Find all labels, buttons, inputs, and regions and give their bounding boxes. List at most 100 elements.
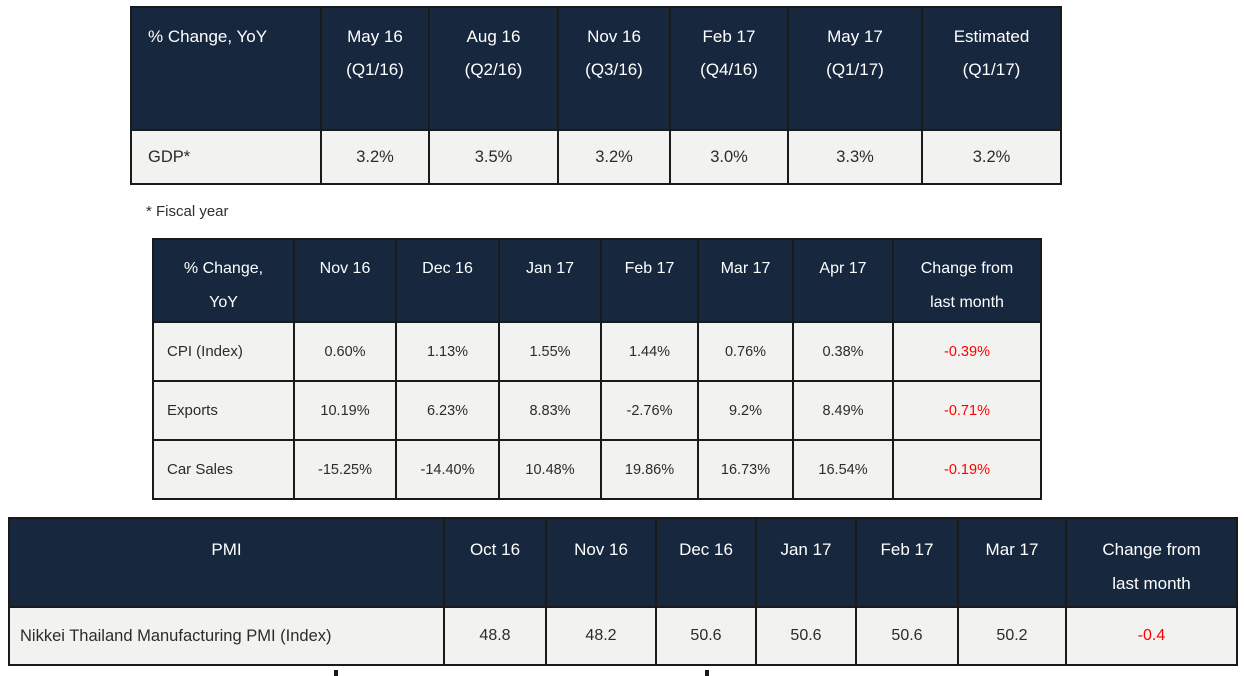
row-label: Car Sales (152, 439, 295, 500)
table-row-cpi: CPI (Index) 0.60% 1.13% 1.55% 1.44% 0.76… (152, 321, 1042, 382)
header-line1: Change from (920, 260, 1014, 277)
header-line1: Change from (1102, 540, 1201, 559)
header-line1: % Change, (183, 260, 264, 277)
header-line1: Estimated (953, 27, 1030, 46)
column-header-dec16: Dec 16 (395, 238, 500, 323)
row-label: Exports (152, 380, 295, 441)
column-header-jan17: Jan 17 (755, 517, 857, 608)
header-line1: Nov 16 (319, 260, 371, 277)
data-cell: -14.40% (395, 439, 500, 500)
header-line1: May 16 (347, 27, 403, 46)
column-header-aug16: Aug 16 (Q2/16) (428, 6, 559, 131)
header-line1: Mar 17 (720, 260, 771, 277)
data-cell: 0.60% (293, 321, 397, 382)
data-cell: 48.2 (545, 606, 657, 666)
pmi-header-row: PMI Oct 16 Nov 16 Dec 16 Jan 17 Feb 17 M… (8, 517, 1238, 608)
data-cell: 50.6 (655, 606, 757, 666)
header-line2: (Q2/16) (464, 60, 523, 79)
header-line2: (Q3/16) (585, 60, 643, 79)
data-cell: 16.54% (792, 439, 894, 500)
data-cell: -2.76% (600, 380, 699, 441)
header-line1: Jan 17 (780, 540, 832, 559)
header-line1: Oct 16 (469, 540, 521, 559)
header-line1: Apr 17 (819, 260, 867, 277)
data-cell: 19.86% (600, 439, 699, 500)
data-cell: 3.3% (787, 129, 923, 185)
data-cell: 6.23% (395, 380, 500, 441)
header-line1: % Change, YoY (148, 27, 268, 46)
header-line2: (Q1/17) (962, 60, 1021, 79)
data-cell: 50.2 (957, 606, 1067, 666)
data-cell: -15.25% (293, 439, 397, 500)
header-line2: (Q1/16) (346, 60, 404, 79)
header-line1: Feb 17 (702, 27, 756, 46)
pmi-table: PMI Oct 16 Nov 16 Dec 16 Jan 17 Feb 17 M… (8, 517, 1238, 666)
data-cell: 0.76% (697, 321, 794, 382)
column-header-estimated: Estimated (Q1/17) (921, 6, 1062, 131)
gdp-corner-header: % Change, YoY (130, 6, 322, 131)
table-row-gdp: GDP* 3.2% 3.5% 3.2% 3.0% 3.3% 3.2% (130, 129, 1062, 185)
header-line1: Mar 17 (985, 540, 1039, 559)
data-cell: 3.5% (428, 129, 559, 185)
data-cell: 50.6 (755, 606, 857, 666)
column-header-feb17: Feb 17 (Q4/16) (669, 6, 789, 131)
header-line2: (Q1/17) (826, 60, 884, 79)
row-label: Nikkei Thailand Manufacturing PMI (Index… (8, 606, 445, 666)
column-header-mar17: Mar 17 (697, 238, 794, 323)
header-line2: YoY (209, 294, 238, 311)
column-header-may17: May 17 (Q1/17) (787, 6, 923, 131)
column-header-apr17: Apr 17 (792, 238, 894, 323)
pmi-corner-header: PMI (8, 517, 445, 608)
data-cell: 48.8 (443, 606, 547, 666)
header-line1: Nov 16 (587, 27, 641, 46)
column-header-oct16: Oct 16 (443, 517, 547, 608)
data-cell: 10.19% (293, 380, 397, 441)
column-header-dec16: Dec 16 (655, 517, 757, 608)
column-header-change: Change from last month (1065, 517, 1238, 608)
fiscal-year-footnote: * Fiscal year (146, 203, 229, 220)
table-row-car-sales: Car Sales -15.25% -14.40% 10.48% 19.86% … (152, 439, 1042, 500)
data-cell: 1.44% (600, 321, 699, 382)
header-line2: last month (930, 294, 1004, 311)
header-line1: Feb 17 (880, 540, 934, 559)
header-line1: PMI (211, 540, 242, 559)
data-cell: 3.2% (557, 129, 671, 185)
header-line1: Jan 17 (525, 260, 575, 277)
data-cell: 50.6 (855, 606, 959, 666)
gdp-table: % Change, YoY May 16 (Q1/16) Aug 16 (Q2/… (130, 6, 1062, 185)
data-cell: 10.48% (498, 439, 602, 500)
column-header-change: Change from last month (892, 238, 1042, 323)
column-header-mar17: Mar 17 (957, 517, 1067, 608)
row-label: GDP* (130, 129, 322, 185)
column-header-may16: May 16 (Q1/16) (320, 6, 430, 131)
change-cell: -0.39% (892, 321, 1042, 382)
column-header-nov16: Nov 16 (Q3/16) (557, 6, 671, 131)
header-line1: Dec 16 (679, 540, 733, 559)
data-cell: 3.0% (669, 129, 789, 185)
column-header-nov16: Nov 16 (545, 517, 657, 608)
data-cell: 9.2% (697, 380, 794, 441)
column-header-jan17: Jan 17 (498, 238, 602, 323)
header-line1: Dec 16 (422, 260, 473, 277)
column-header-feb17: Feb 17 (600, 238, 699, 323)
row-label: CPI (Index) (152, 321, 295, 382)
data-cell: 8.49% (792, 380, 894, 441)
header-line2: (Q4/16) (700, 60, 758, 79)
header-line1: Feb 17 (624, 260, 675, 277)
table-row-exports: Exports 10.19% 6.23% 8.83% -2.76% 9.2% 8… (152, 380, 1042, 441)
header-line1: May 17 (827, 27, 883, 46)
data-cell: 8.83% (498, 380, 602, 441)
monthly-header-row: % Change, YoY Nov 16 Dec 16 Jan 17 Feb 1… (152, 238, 1042, 323)
table-row-nikkei-pmi: Nikkei Thailand Manufacturing PMI (Index… (8, 606, 1238, 666)
cropped-text-artifact (705, 670, 709, 676)
column-header-feb17: Feb 17 (855, 517, 959, 608)
column-header-nov16: Nov 16 (293, 238, 397, 323)
change-cell: -0.19% (892, 439, 1042, 500)
data-cell: 1.55% (498, 321, 602, 382)
data-cell: 16.73% (697, 439, 794, 500)
gdp-header-row: % Change, YoY May 16 (Q1/16) Aug 16 (Q2/… (130, 6, 1062, 131)
data-cell: 3.2% (921, 129, 1062, 185)
header-line1: Nov 16 (574, 540, 628, 559)
monthly-indicators-table: % Change, YoY Nov 16 Dec 16 Jan 17 Feb 1… (152, 238, 1042, 500)
change-cell: -0.71% (892, 380, 1042, 441)
